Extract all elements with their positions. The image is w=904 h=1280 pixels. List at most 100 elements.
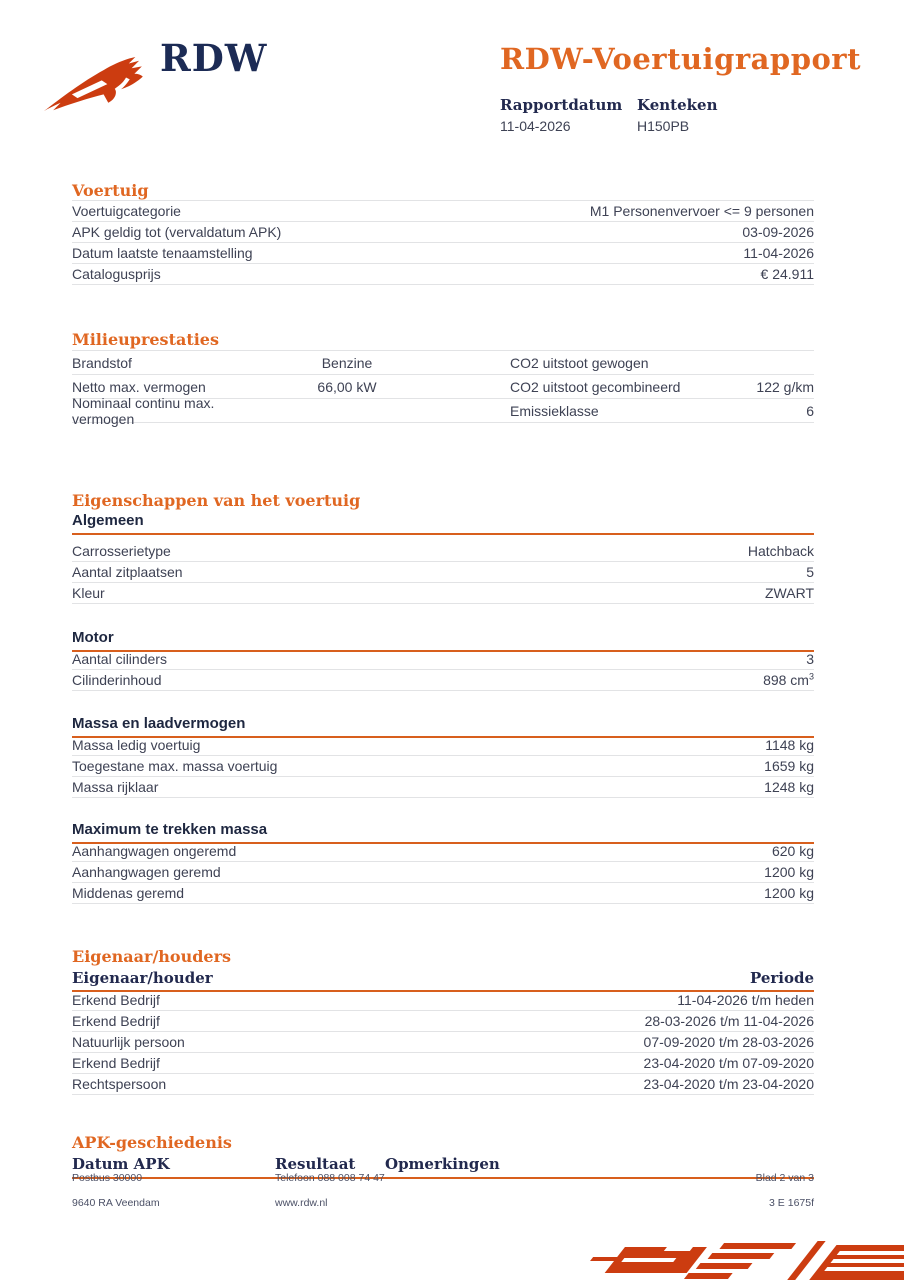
table-row: APK geldig tot (vervaldatum APK) 03-09-2… — [72, 222, 814, 243]
algemeen-table: Carrosserietype Hatchback Aantal zitplaa… — [72, 541, 814, 604]
section-title-eigenschappen: Eigenschappen van het voertuig — [72, 491, 361, 510]
row-label: Datum laatste tenaamstelling — [72, 245, 253, 261]
owner-cell: Erkend Bedrijf — [72, 1055, 160, 1071]
owner-table-header: Eigenaar/houder Periode — [72, 969, 814, 992]
row-label: Catalogusprijs — [72, 266, 161, 282]
row-value: € 24.911 — [760, 266, 814, 282]
subsection-title: Maximum te trekken massa — [72, 821, 268, 838]
table-row: Aantal cilinders 3 — [72, 649, 814, 670]
row-value: 11-04-2026 — [743, 245, 814, 261]
row-value: 1148 kg — [765, 737, 814, 753]
table-row: Carrosserietype Hatchback — [72, 541, 814, 562]
table-row: Aanhangwagen ongeremd 620 kg — [72, 841, 814, 862]
page-title: RDW-Voertuigrapport — [500, 42, 861, 76]
license-plate-value: H150PB — [637, 118, 690, 134]
owner-cell: Erkend Bedrijf — [72, 992, 160, 1008]
massa-table: Massa ledig voertuig 1148 kg Toegestane … — [72, 735, 814, 798]
report-date-value: 11-04-2026 — [500, 118, 571, 134]
rdw-speed-stripes-graphic — [590, 1241, 904, 1280]
row-value: 1659 kg — [764, 758, 814, 774]
table-row: Datum laatste tenaamstelling 11-04-2026 — [72, 243, 814, 264]
table-row: Kleur ZWART — [72, 583, 814, 604]
milieu-table: Brandstof Benzine CO2 uitstoot gewogen N… — [72, 350, 814, 427]
rdw-logo-feather-icon — [43, 57, 143, 112]
table-row: Middenas geremd 1200 kg — [72, 883, 814, 904]
subsection-title: Algemeen — [72, 512, 144, 529]
column-header-owner: Eigenaar/houder — [72, 969, 213, 987]
table-row: Erkend Bedrijf 23-04-2020 t/m 07-09-2020 — [72, 1053, 814, 1074]
row-value: 5 — [806, 564, 814, 580]
row-value: 898 cm3 — [763, 672, 814, 688]
row-label: Brandstof — [72, 354, 132, 371]
rdw-logo-text: RDW — [160, 36, 268, 80]
subsection-header-motor: Motor — [72, 629, 814, 652]
table-row: Catalogusprijs € 24.911 — [72, 264, 814, 285]
row-label: Middenas geremd — [72, 885, 185, 901]
footer-website: www.rdw.nl — [275, 1197, 328, 1209]
row-label: Kleur — [72, 585, 105, 601]
motor-table: Aantal cilinders 3 Cilinderinhoud 898 cm… — [72, 649, 814, 691]
column-header-result: Resultaat — [275, 1155, 356, 1173]
column-header-remarks: Opmerkingen — [385, 1155, 500, 1173]
row-label: Aanhangwagen geremd — [72, 864, 221, 880]
table-row: Erkend Bedrijf 28-03-2026 t/m 11-04-2026 — [72, 1011, 814, 1032]
row-label: Cilinderinhoud — [72, 672, 162, 688]
apk-table-header: Datum APK Resultaat Opmerkingen — [72, 1155, 814, 1179]
report-date-label: Rapportdatum — [500, 96, 623, 114]
section-title-eigenaar-houders: Eigenaar/houders — [72, 947, 232, 966]
column-header-apk-date: Datum APK — [72, 1155, 170, 1173]
row-label: Carrosserietype — [72, 543, 171, 559]
row-label: CO2 uitstoot gecombineerd — [510, 378, 681, 395]
row-label: APK geldig tot (vervaldatum APK) — [72, 224, 282, 240]
table-row: Erkend Bedrijf 11-04-2026 t/m heden — [72, 990, 814, 1011]
table-row: Aanhangwagen geremd 1200 kg — [72, 862, 814, 883]
table-row: Natuurlijk persoon 07-09-2020 t/m 28-03-… — [72, 1032, 814, 1053]
owner-table: Erkend Bedrijf 11-04-2026 t/m heden Erke… — [72, 990, 814, 1095]
row-value: ZWART — [765, 585, 814, 601]
subsection-header-algemeen: Algemeen — [72, 512, 814, 535]
row-label: Massa ledig voertuig — [72, 737, 201, 753]
subsection-title: Massa en laadvermogen — [72, 715, 246, 732]
row-label: Aanhangwagen ongeremd — [72, 843, 237, 859]
table-row: Voertuigcategorie M1 Personenvervoer <= … — [72, 201, 814, 222]
row-value: Hatchback — [747, 543, 814, 559]
footer-address-line1: Postbus 30000 — [72, 1172, 143, 1184]
table-row: Rechtspersoon 23-04-2020 t/m 23-04-2020 — [72, 1074, 814, 1095]
row-label: Aantal zitplaatsen — [72, 564, 183, 580]
license-plate-label: Kenteken — [637, 96, 718, 114]
table-row: Brandstof Benzine CO2 uitstoot gewogen — [72, 351, 814, 375]
period-cell: 23-04-2020 t/m 07-09-2020 — [643, 1055, 814, 1071]
period-cell: 28-03-2026 t/m 11-04-2026 — [644, 1013, 814, 1029]
row-label: Aantal cilinders — [72, 651, 167, 667]
table-row: Toegestane max. massa voertuig 1659 kg — [72, 756, 814, 777]
row-value-superscript: 3 — [808, 671, 814, 682]
column-header-period: Periode — [749, 969, 814, 987]
row-value: M1 Personenvervoer <= 9 personen — [589, 203, 814, 219]
row-label: Netto max. vermogen — [72, 378, 206, 395]
section-title-milieuprestaties: Milieuprestaties — [72, 330, 219, 349]
row-label: Voertuigcategorie — [72, 203, 181, 219]
subsection-header-massa: Massa en laadvermogen — [72, 715, 814, 738]
row-label: Emissieklasse — [510, 402, 599, 419]
row-value: 122 g/km — [756, 378, 814, 395]
table-row: Massa ledig voertuig 1148 kg — [72, 735, 814, 756]
row-label: Toegestane max. massa voertuig — [72, 758, 278, 774]
period-cell: 23-04-2020 t/m 23-04-2020 — [643, 1076, 814, 1092]
footer-phone: Telefoon 088 008 74 47 — [275, 1172, 385, 1184]
row-value: 03-09-2026 — [742, 224, 814, 240]
footer-page-indicator: Blad 2 van 3 — [755, 1172, 814, 1184]
section-title-voertuig: Voertuig — [72, 181, 149, 200]
trekken-massa-table: Aanhangwagen ongeremd 620 kg Aanhangwage… — [72, 841, 814, 904]
row-label: Nominaal continu max. vermogen — [72, 394, 215, 427]
row-label: CO2 uitstoot gewogen — [510, 354, 649, 371]
table-row: Aantal zitplaatsen 5 — [72, 562, 814, 583]
row-value: 1248 kg — [764, 779, 814, 795]
table-row: Netto max. vermogen 66,00 kW CO2 uitstoo… — [72, 375, 814, 399]
period-cell: 07-09-2020 t/m 28-03-2026 — [643, 1034, 814, 1050]
row-value: 66,00 kW — [317, 378, 377, 395]
table-row: Massa rijklaar 1248 kg — [72, 777, 814, 798]
row-value: Benzine — [321, 354, 373, 371]
row-value: 3 — [806, 651, 814, 667]
period-cell: 11-04-2026 t/m heden — [677, 992, 814, 1008]
